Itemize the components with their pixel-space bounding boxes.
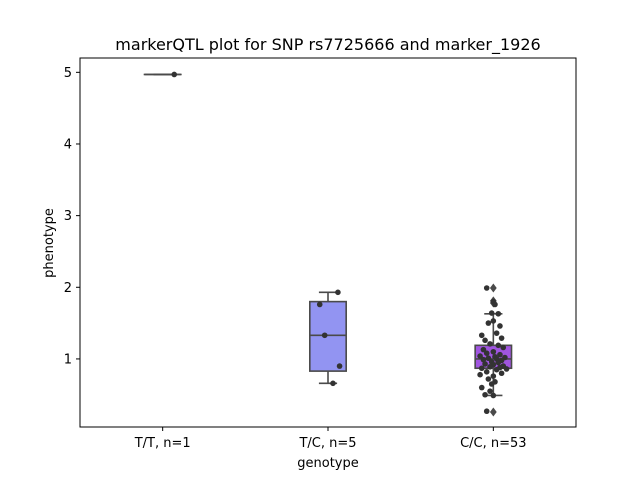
chart-title: markerQTL plot for SNP rs7725666 and mar… [115,35,540,55]
data-point [495,342,502,349]
data-point [490,348,497,355]
data-point [490,318,497,324]
data-point [485,355,492,362]
data-point [498,370,505,377]
data-point [483,408,490,415]
data-point [490,373,497,379]
data-point [493,330,500,336]
y-axis: 1 2 3 4 5 [64,66,80,367]
x-tick-label: T/T, n=1 [134,436,191,451]
x-axis-label: genotype [297,456,358,471]
data-point [480,356,487,363]
data-point [480,346,487,353]
data-point [500,344,507,351]
strip-points [171,71,510,415]
data-point [503,366,510,372]
data-point [330,380,336,387]
data-point [493,366,500,373]
data-point [488,381,495,387]
data-point [483,369,490,375]
data-point [488,310,495,316]
data-point [490,392,497,399]
data-point [171,71,178,78]
data-point [477,371,483,378]
data-point [477,353,483,359]
y-tick-label: 5 [64,66,72,81]
data-point [487,364,493,370]
plot-area [143,71,513,417]
data-point [478,365,485,372]
data-point [495,310,502,317]
data-point [483,350,490,357]
y-axis-label: phenotype [42,208,57,278]
y-tick-label: 4 [64,137,72,152]
box [309,300,347,372]
data-point [487,388,493,394]
data-point [495,359,502,366]
outlier-marker [489,283,497,293]
data-point [482,361,488,367]
data-point [492,301,498,308]
data-point [482,391,488,398]
data-point [335,289,341,296]
data-point [498,335,505,341]
data-point [482,337,488,344]
data-point [485,376,492,382]
y-tick-label: 3 [64,209,72,224]
x-axis: T/T, n=1 T/C, n=5 C/C, n=53 [134,427,527,451]
y-tick-label: 1 [64,352,72,367]
data-point [487,341,493,347]
x-tick-label: C/C, n=53 [460,436,526,451]
outlier-marker [489,407,497,417]
data-point [321,332,328,339]
data-point [483,285,490,291]
data-point [336,363,343,369]
box-group [309,291,347,385]
data-point [316,301,323,308]
data-point [478,332,485,339]
x-tick-label: T/C, n=5 [298,436,356,451]
data-point [478,384,485,391]
data-point [485,320,492,326]
data-point [497,351,503,358]
y-tick-label: 2 [64,281,72,296]
data-point [497,323,503,329]
